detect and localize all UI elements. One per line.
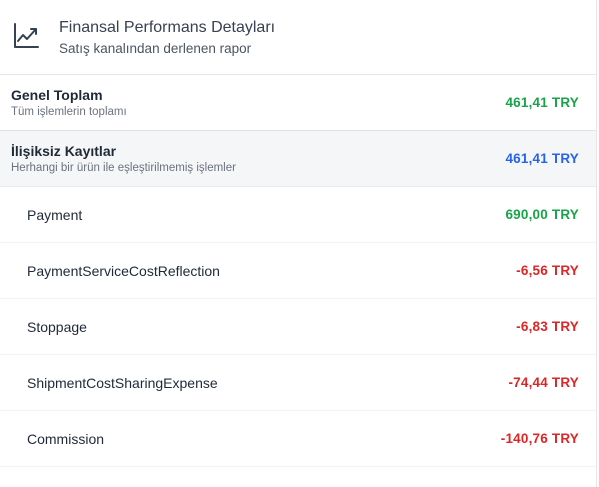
trending-up-icon bbox=[12, 22, 40, 50]
transaction-amount: 690,00 TRY bbox=[505, 207, 579, 222]
panel-header: Finansal Performans Detayları Satış kana… bbox=[0, 0, 596, 75]
transaction-label: ShipmentCostSharingExpense bbox=[27, 374, 218, 391]
total-summary-subtitle: Tüm işlemlerin toplamı bbox=[11, 105, 127, 118]
transaction-row-shipment-cost-sharing-expense: ShipmentCostSharingExpense -74,44 TRY bbox=[0, 355, 596, 411]
total-amount: 461,41 TRY bbox=[505, 95, 579, 110]
transaction-amount: -74,44 TRY bbox=[508, 375, 579, 390]
transaction-amount: -6,56 TRY bbox=[516, 263, 579, 278]
transaction-row-commission: Commission -140,76 TRY bbox=[0, 411, 596, 467]
unmatched-summary-row: İlişiksiz Kayıtlar Herhangi bir ürün ile… bbox=[0, 131, 596, 187]
unmatched-amount: 461,41 TRY bbox=[505, 151, 579, 166]
transaction-label: PaymentServiceCostReflection bbox=[27, 262, 220, 279]
total-summary-row: Genel Toplam Tüm işlemlerin toplamı 461,… bbox=[0, 75, 596, 131]
transaction-label: Stoppage bbox=[27, 318, 87, 335]
unmatched-summary-subtitle: Herhangi bir ürün ile eşleştirilmemiş iş… bbox=[11, 161, 236, 174]
transaction-amount: -6,83 TRY bbox=[516, 319, 579, 334]
total-summary-title: Genel Toplam bbox=[11, 86, 103, 103]
unmatched-summary-title: İlişiksiz Kayıtlar bbox=[11, 142, 117, 159]
transaction-row-payment-service-cost-reflection: PaymentServiceCostReflection -6,56 TRY bbox=[0, 243, 596, 299]
header-text: Finansal Performans Detayları Satış kana… bbox=[59, 18, 275, 59]
total-summary-text: Genel Toplam Tüm işlemlerin toplamı bbox=[11, 86, 127, 120]
transaction-amount: -140,76 TRY bbox=[500, 431, 579, 446]
transaction-row-payment: Payment 690,00 TRY bbox=[0, 187, 596, 243]
transaction-label: Commission bbox=[27, 430, 105, 447]
transaction-row-stoppage: Stoppage -6,83 TRY bbox=[0, 299, 596, 355]
page-subtitle: Satış kanalından derlenen rapor bbox=[59, 41, 252, 56]
transaction-label: Payment bbox=[27, 206, 83, 223]
unmatched-summary-text: İlişiksiz Kayıtlar Herhangi bir ürün ile… bbox=[11, 142, 236, 176]
page-title: Finansal Performans Detayları bbox=[59, 19, 276, 36]
